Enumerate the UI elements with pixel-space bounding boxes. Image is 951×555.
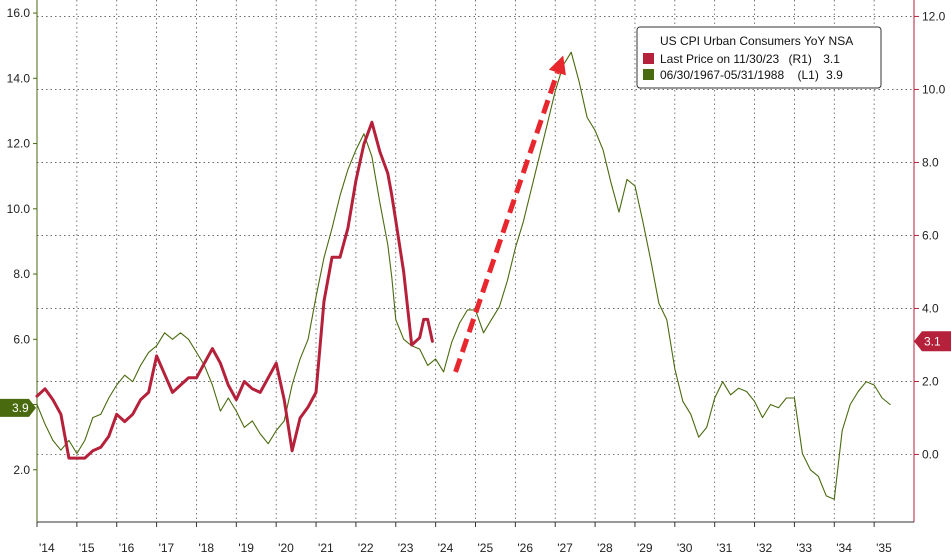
- left-tick-label: 2.0: [13, 463, 30, 477]
- right-tick-label: 12.0: [922, 9, 946, 23]
- x-tick-label: '29: [637, 541, 653, 555]
- x-tick-label: '14: [39, 541, 55, 555]
- right-tick-label: 6.0: [922, 228, 939, 242]
- cpi-series-line: [35, 120, 434, 460]
- x-tick-label: '30: [677, 541, 693, 555]
- overlay-series-line: [36, 51, 891, 500]
- right-tick-label: 4.0: [922, 301, 939, 315]
- legend-title: US CPI Urban Consumers YoY NSA: [660, 34, 853, 48]
- x-tick-label: '27: [557, 541, 573, 555]
- x-tick-label: '19: [238, 541, 254, 555]
- left-tick-label: 16.0: [7, 6, 31, 20]
- x-tick-label: '33: [796, 541, 812, 555]
- left-value-badge: [0, 398, 36, 417]
- legend-box: [636, 26, 882, 89]
- x-tick-label: '22: [358, 541, 374, 555]
- x-tick-label: '28: [597, 541, 613, 555]
- x-tick-label: '18: [198, 541, 214, 555]
- series-lines: [35, 51, 891, 500]
- x-tick-label: '26: [517, 541, 533, 555]
- legend-swatch-overlay: [643, 69, 654, 80]
- x-tick-label: '17: [159, 541, 175, 555]
- left-axis-ticks: 2.04.06.08.010.012.014.016.0: [7, 6, 37, 477]
- right-tick-label: 0.0: [922, 447, 939, 461]
- left-tick-label: 12.0: [7, 137, 31, 151]
- legend-entry-cpi: Last Price on 11/30/23 (R1) 3.1: [660, 52, 840, 66]
- x-tick-label: '25: [478, 541, 494, 555]
- x-tick-label: '15: [79, 541, 95, 555]
- left-tick-label: 10.0: [7, 202, 31, 216]
- arrow-head: [548, 55, 566, 76]
- x-tick-label: '32: [757, 541, 773, 555]
- right-tick-label: 8.0: [922, 155, 939, 169]
- right-value-badge-label: 3.1: [924, 334, 941, 348]
- left-tick-label: 6.0: [13, 332, 30, 346]
- left-value-badge-label: 3.9: [12, 401, 29, 415]
- x-tick-label: '24: [438, 541, 454, 555]
- x-axis-ticks: '14 '15 '16 '17 '18 '19 '20 '21 '22 '23 '24 '25 '26 '…: [36, 522, 892, 555]
- left-tick-label: 8.0: [13, 267, 30, 281]
- right-axis-ticks: 0.0 2.0 4.0 6.0 8.0 10.0 12.0: [914, 9, 946, 461]
- legend-swatch-cpi: [643, 53, 654, 64]
- x-tick-label: '31: [717, 541, 733, 555]
- value-badges: 3.9 3.1: [0, 331, 951, 417]
- x-tick-label: '35: [876, 541, 892, 555]
- legend-entry-overlay: 06/30/1967-05/31/1988 (L1) 3.9: [660, 68, 843, 82]
- legend: US CPI Urban Consumers YoY NSA Last Pric…: [636, 26, 882, 89]
- arrow-shaft: [453, 71, 560, 373]
- x-tick-label: '23: [398, 541, 414, 555]
- x-tick-label: '21: [318, 541, 334, 555]
- right-tick-label: 10.0: [922, 82, 946, 96]
- x-tick-label: '34: [836, 541, 852, 555]
- x-tick-label: '20: [278, 541, 294, 555]
- right-tick-label: 2.0: [922, 374, 939, 388]
- x-tick-label: '16: [119, 541, 135, 555]
- left-tick-label: 14.0: [7, 71, 31, 85]
- right-value-badge: [914, 331, 951, 352]
- trend-arrow: [453, 55, 566, 373]
